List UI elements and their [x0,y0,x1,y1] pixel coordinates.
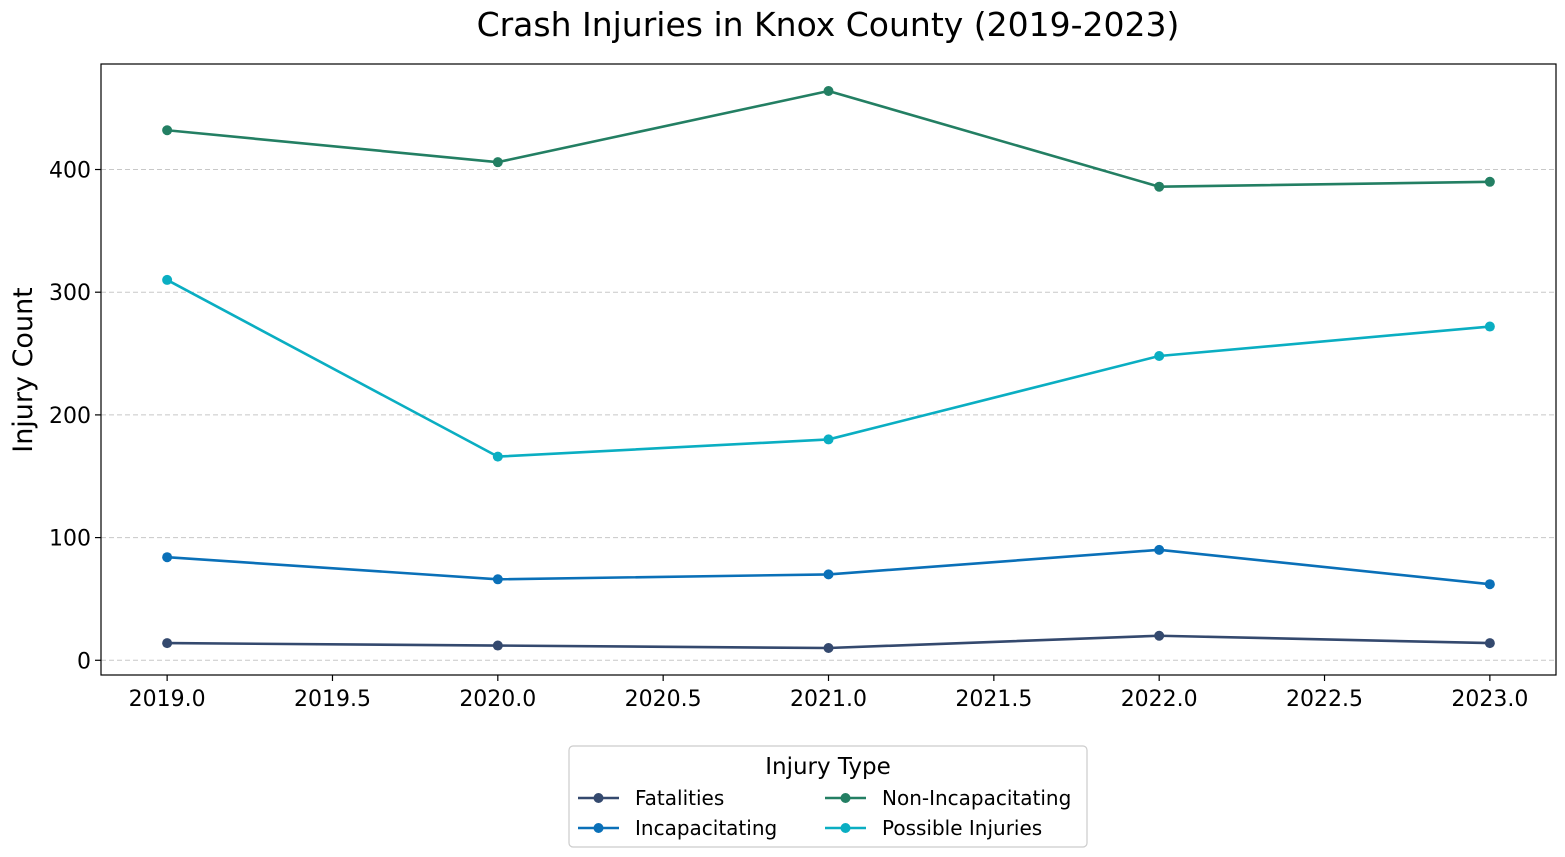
data-point-non-incapacitating [823,85,834,96]
data-point-fatalities [823,643,834,654]
data-point-non-incapacitating [162,125,173,136]
series-fatalities [162,630,1495,654]
y-axis-ticks: 0 100 200 300 400 [49,159,101,674]
data-point-incapacitating [823,569,834,580]
x-axis-ticks: 2019.0 2019.5 2020.0 2020.5 2021.0 2021.5 2022… [129,675,1528,712]
series-incapacitating [162,544,1495,590]
x-tick-label: 2019.0 [129,687,206,712]
legend-label: Possible Injuries [882,816,1042,840]
data-point-fatalities [1484,638,1495,649]
legend-swatch-marker [593,793,604,803]
plot-frame [100,63,1557,676]
data-point-non-incapacitating [1154,181,1165,192]
data-point-possible-injuries [1154,351,1165,362]
x-tick-label: 2023.0 [1451,687,1528,712]
data-point-non-incapacitating [1484,176,1495,187]
y-tick-label: 300 [49,281,91,306]
legend-item-possible-injuries: Possible Injuries [825,816,1042,840]
chart-title: Crash Injuries in Knox County (2019-2023… [477,5,1180,44]
data-point-fatalities [492,640,503,651]
series-line-possible-injuries [166,278,1490,458]
legend-box [568,745,1088,848]
legend-items: Fatalities Incapacitating Non-Incapacitati… [578,786,1071,840]
x-tick-label: 2022.0 [1121,687,1198,712]
y-tick-label: 200 [49,404,91,429]
plot-series [162,85,1495,654]
y-tick-label: 100 [49,527,91,552]
legend-label: Incapacitating [635,816,777,840]
data-point-incapacitating [1484,579,1495,590]
data-point-fatalities [162,638,173,649]
legend-swatch-marker [840,793,851,803]
x-tick-label: 2021.5 [955,687,1032,712]
data-point-non-incapacitating [492,157,503,168]
y-tick-label: 400 [49,159,91,184]
legend-item-non-incapacitating: Non-Incapacitating [825,786,1071,810]
legend-label: Fatalities [635,786,724,810]
legend-label: Non-Incapacitating [882,786,1071,810]
x-tick-label: 2022.5 [1286,687,1363,712]
x-tick-label: 2021.0 [790,687,867,712]
data-point-possible-injuries [162,274,173,285]
x-tick-label: 2020.0 [459,687,536,712]
series-line-non-incapacitating [167,89,1490,188]
legend: Injury Type Fatalities Incapacitating Non-… [568,745,1088,848]
x-tick-label: 2020.5 [625,687,702,712]
y-axis-label: Injury Count [8,287,39,453]
legend-item-incapacitating: Incapacitating [578,816,777,840]
series-possible-injuries [162,274,1495,462]
y-tick-label: 0 [77,649,91,674]
data-point-incapacitating [1154,544,1165,555]
series-non-incapacitating [162,85,1495,192]
data-point-possible-injuries [492,451,503,462]
x-tick-label: 2019.5 [294,687,371,712]
legend-swatch-marker [840,823,851,833]
grid-lines [101,169,1556,661]
data-point-incapacitating [162,552,173,563]
data-point-possible-injuries [823,434,834,445]
legend-item-fatalities: Fatalities [578,786,724,810]
legend-swatch-marker [593,823,604,833]
data-point-possible-injuries [1484,321,1495,332]
legend-title: Injury Type [765,754,891,780]
data-point-incapacitating [492,574,503,585]
data-point-fatalities [1154,630,1165,641]
